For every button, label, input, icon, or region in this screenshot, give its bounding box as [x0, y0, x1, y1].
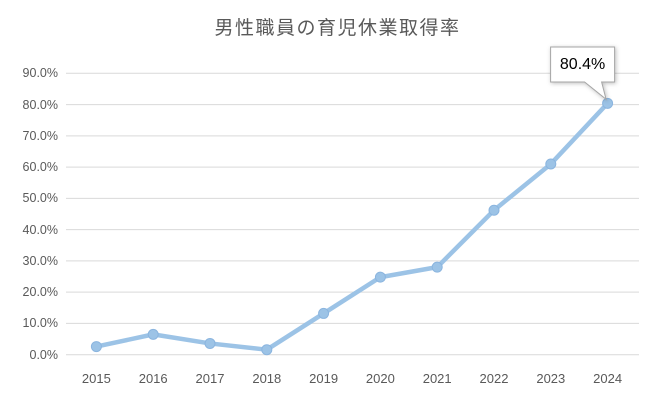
y-axis-tick-label: 90.0% [22, 66, 58, 81]
x-axis-tick-label: 2018 [252, 371, 282, 386]
data-point-marker [204, 337, 216, 349]
x-axis-tick-label: 2021 [422, 371, 452, 386]
x-axis-tick-label: 2015 [81, 371, 111, 386]
x-axis-tick-label: 2022 [479, 371, 509, 386]
data-point-marker [318, 307, 330, 319]
data-point-marker [147, 328, 159, 340]
x-axis-tick-label: 2016 [138, 371, 168, 386]
callout-bubble [550, 46, 616, 101]
callout-value: 80.4% [559, 55, 606, 73]
y-axis-tick-label: 0.0% [29, 347, 59, 362]
data-line [94, 101, 610, 352]
x-axis-tick-label: 2020 [365, 371, 395, 386]
y-axis-tick-label: 10.0% [22, 316, 58, 331]
chart-title: 男性職員の育児休業取得率 [214, 18, 461, 39]
x-axis-tick-label: 2019 [309, 371, 339, 386]
y-axis-tick-label: 60.0% [22, 160, 58, 175]
y-axis-tick-label: 40.0% [22, 222, 58, 237]
data-point-marker [261, 344, 273, 356]
y-axis-tick-label: 70.0% [22, 128, 58, 143]
data-point-marker [545, 158, 557, 170]
y-axis-tick-label: 50.0% [22, 191, 58, 206]
x-axis-tick-label: 2024 [593, 371, 623, 386]
data-point-marker [602, 97, 614, 109]
data-point-marker [488, 204, 500, 216]
y-axis-tick-label: 80.0% [22, 97, 58, 112]
data-point-marker [90, 341, 102, 353]
y-axis-tick-label: 20.0% [22, 285, 58, 300]
data-label-callout: 80.4% [551, 47, 615, 82]
y-axis-tick-label: 30.0% [22, 253, 58, 268]
data-point-marker [431, 261, 443, 273]
data-point-marker [374, 271, 386, 283]
x-axis-tick-label: 2023 [536, 371, 566, 386]
x-axis-tick-label: 2017 [195, 371, 225, 386]
